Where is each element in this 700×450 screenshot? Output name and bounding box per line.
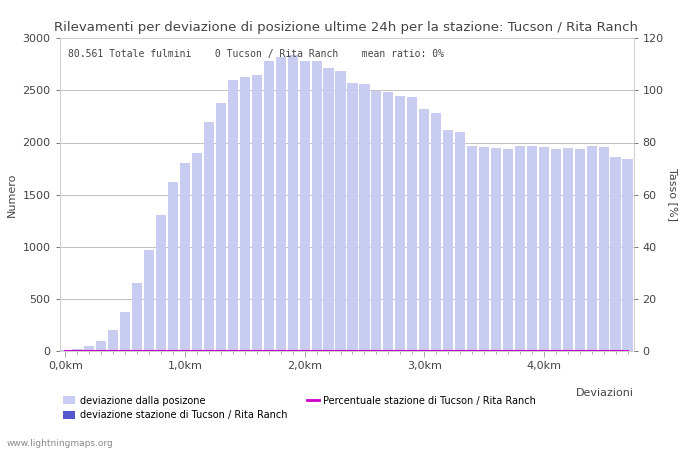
- Y-axis label: Numero: Numero: [7, 172, 17, 217]
- Bar: [563, 148, 573, 351]
- Bar: [204, 122, 214, 351]
- Bar: [72, 350, 83, 351]
- Bar: [216, 103, 226, 351]
- Bar: [455, 132, 466, 351]
- Bar: [575, 149, 584, 351]
- Bar: [551, 149, 561, 351]
- Bar: [539, 147, 549, 351]
- Bar: [192, 153, 202, 351]
- Bar: [264, 61, 274, 351]
- Bar: [443, 130, 453, 351]
- Title: Rilevamenti per deviazione di posizione ultime 24h per la stazione: Tucson / Rit: Rilevamenti per deviazione di posizione …: [55, 21, 638, 34]
- Y-axis label: Tasso [%]: Tasso [%]: [668, 168, 678, 221]
- Bar: [108, 330, 118, 351]
- Bar: [312, 61, 322, 351]
- Bar: [503, 149, 513, 351]
- Bar: [180, 163, 190, 351]
- Bar: [419, 109, 429, 351]
- Bar: [300, 61, 309, 351]
- Bar: [276, 57, 286, 351]
- Bar: [335, 71, 346, 351]
- Bar: [431, 113, 441, 351]
- Text: Deviazioni: Deviazioni: [575, 388, 634, 398]
- Bar: [359, 84, 370, 351]
- Text: www.lightningmaps.org: www.lightningmaps.org: [7, 439, 113, 448]
- Bar: [514, 146, 525, 351]
- Bar: [527, 146, 537, 351]
- Bar: [479, 147, 489, 351]
- Bar: [598, 147, 609, 351]
- Bar: [132, 283, 142, 351]
- Bar: [228, 80, 238, 351]
- Bar: [288, 55, 298, 351]
- Bar: [622, 159, 633, 351]
- Bar: [323, 68, 334, 351]
- Bar: [384, 92, 393, 351]
- Bar: [395, 95, 405, 351]
- Bar: [240, 77, 250, 351]
- Bar: [491, 148, 501, 351]
- Bar: [120, 312, 130, 351]
- Bar: [610, 157, 621, 351]
- Bar: [371, 91, 382, 351]
- Bar: [252, 75, 262, 351]
- Bar: [347, 83, 358, 351]
- Text: 80.561 Totale fulmini    0 Tucson / Rita Ranch    mean ratio: 0%: 80.561 Totale fulmini 0 Tucson / Rita Ra…: [68, 49, 444, 59]
- Bar: [407, 97, 417, 351]
- Bar: [156, 216, 166, 351]
- Bar: [168, 182, 178, 351]
- Bar: [467, 146, 477, 351]
- Bar: [97, 341, 106, 351]
- Bar: [84, 346, 95, 351]
- Legend: deviazione dalla posizone, deviazione stazione di Tucson / Rita Ranch, Percentua: deviazione dalla posizone, deviazione st…: [60, 392, 540, 424]
- Bar: [144, 250, 154, 351]
- Bar: [587, 146, 596, 351]
